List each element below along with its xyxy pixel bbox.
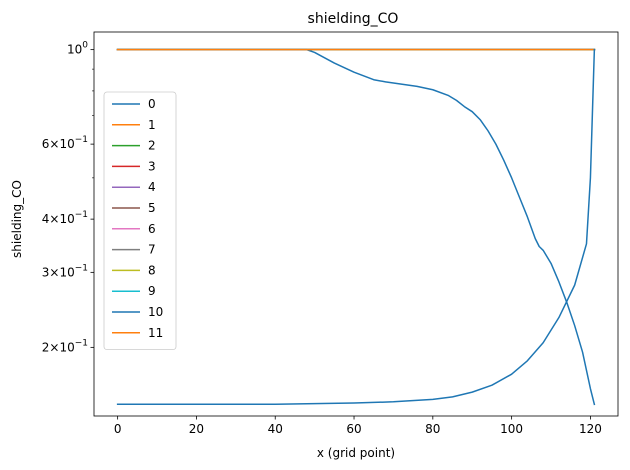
legend-label: 7 [148, 243, 156, 257]
x-tick-label: 100 [500, 422, 523, 436]
plot-frame [93, 31, 619, 417]
legend-label: 0 [148, 97, 156, 111]
legend-label: 1 [148, 118, 156, 132]
y-axis: 100 6×10−1 4×10−1 3×10−1 2×10−1 [42, 41, 94, 354]
x-tick-label: 20 [189, 422, 204, 436]
chart-title: shielding_CO [308, 11, 399, 27]
series-line-extra-12 [116, 48, 596, 406]
x-tick-label: 60 [346, 422, 361, 436]
legend-label: 3 [148, 159, 156, 173]
legend-label: 4 [148, 180, 156, 194]
y-tick-label: 6×10−1 [42, 135, 88, 151]
legend-label: 6 [148, 222, 156, 236]
y-axis-label: shielding_CO [10, 180, 24, 258]
x-tick-label: 80 [425, 422, 440, 436]
series-group [116, 48, 596, 406]
legend-label: 10 [148, 305, 163, 319]
y-tick-label: 4×10−1 [42, 210, 88, 226]
x-axis: 0 20 40 60 80 100 120 [114, 416, 602, 436]
legend-label: 2 [148, 139, 156, 153]
y-tick-label: 3×10−1 [42, 263, 88, 279]
legend-label: 9 [148, 284, 156, 298]
legend-label: 11 [148, 326, 163, 340]
legend-label: 5 [148, 201, 156, 215]
y-tick-label: 2×10−1 [42, 338, 88, 354]
legend-box [103, 91, 177, 351]
x-axis-label: x (grid point) [317, 446, 395, 460]
x-tick-label: 0 [114, 422, 122, 436]
legend: 0 1 2 3 4 5 6 7 8 9 10 11 [103, 91, 177, 351]
x-tick-label: 120 [579, 422, 602, 436]
legend-label: 8 [148, 263, 156, 277]
series-line-10 [116, 48, 596, 406]
y-tick-label: 100 [67, 41, 88, 57]
x-tick-label: 40 [268, 422, 283, 436]
